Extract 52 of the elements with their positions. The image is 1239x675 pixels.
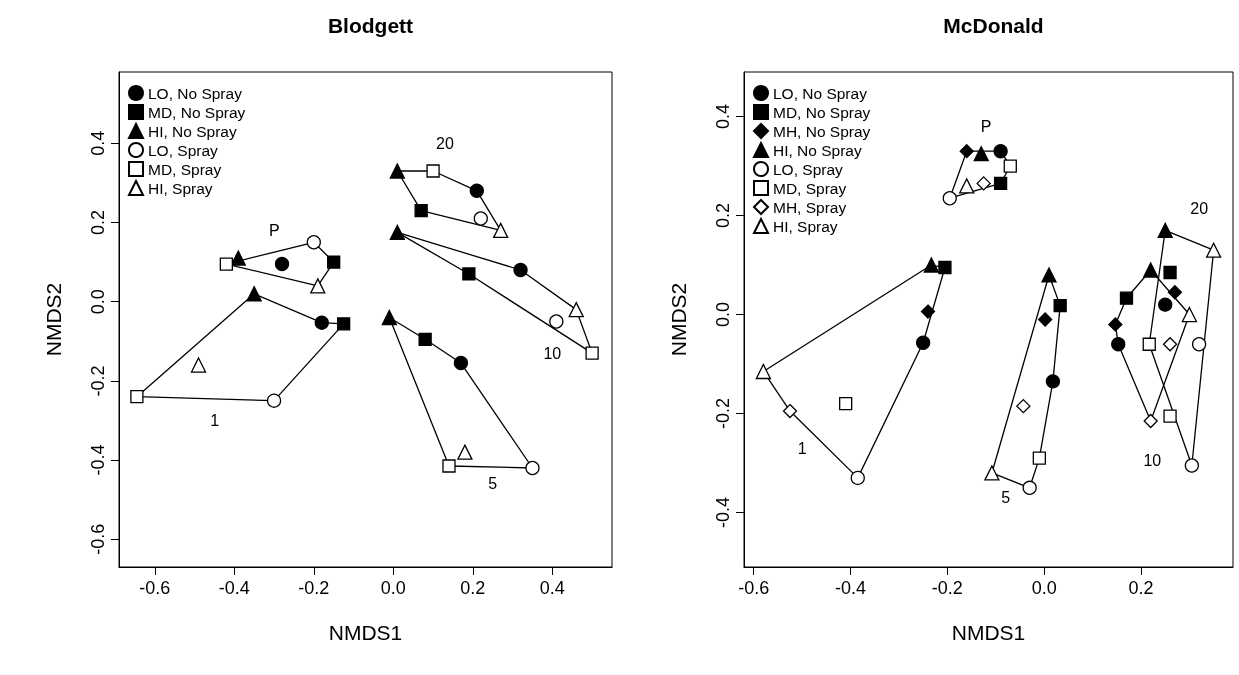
annotation: 5 xyxy=(1001,489,1011,507)
x-tick-label: -0.2 xyxy=(931,578,963,598)
x-tick-label: 0.0 xyxy=(1031,578,1057,598)
annotation: 10 xyxy=(1143,452,1162,470)
chart-title: Blodgett xyxy=(327,14,414,37)
legend-label: LO, Spray xyxy=(148,141,219,159)
y-tick-label: -0.4 xyxy=(713,497,733,529)
y-axis-title: NMDS2 xyxy=(667,282,690,357)
y-tick-label: -0.4 xyxy=(88,444,108,476)
legend-label: HI, No Spray xyxy=(773,141,862,159)
annotation: P xyxy=(980,117,992,135)
y-tick-label: 0.4 xyxy=(88,130,108,156)
annotation: 1 xyxy=(797,439,807,457)
legend-label: MD, No Spray xyxy=(773,103,871,121)
y-tick-label: 0.2 xyxy=(713,203,733,229)
x-axis-title: NMDS1 xyxy=(328,621,403,644)
legend-label: MH, No Spray xyxy=(773,122,871,140)
annotation: 20 xyxy=(435,134,454,152)
legend-label: MH, Spray xyxy=(773,198,847,216)
legend-label: HI, Spray xyxy=(773,217,838,235)
x-axis-title: NMDS1 xyxy=(951,621,1026,644)
annotation: 20 xyxy=(1190,199,1209,217)
y-tick-label: -0.2 xyxy=(713,398,733,430)
x-tick-label: -0.4 xyxy=(835,578,867,598)
y-tick-label: 0.4 xyxy=(713,104,733,130)
legend-label: HI, Spray xyxy=(148,179,213,197)
legend-label: HI, No Spray xyxy=(148,122,237,140)
x-tick-label: 0.2 xyxy=(460,578,486,598)
legend-label: LO, Spray xyxy=(773,160,844,178)
annotation: 10 xyxy=(543,344,562,362)
x-tick-label: 0.2 xyxy=(1128,578,1154,598)
annotation: 5 xyxy=(488,475,498,493)
x-tick-label: 0.0 xyxy=(380,578,406,598)
legend-label: MD, Spray xyxy=(148,160,222,178)
y-tick-label: 0.0 xyxy=(713,302,733,328)
x-tick-label: -0.4 xyxy=(218,578,250,598)
annotation: 1 xyxy=(210,411,220,429)
y-tick-label: -0.2 xyxy=(88,365,108,397)
chart-title: McDonald xyxy=(943,14,1044,37)
annotation: P xyxy=(268,221,280,239)
y-tick-label: 0.2 xyxy=(88,209,108,235)
y-tick-label: -0.6 xyxy=(88,523,108,555)
legend-label: LO, No Spray xyxy=(148,84,243,102)
x-tick-label: -0.6 xyxy=(738,578,770,598)
y-axis-title: NMDS2 xyxy=(42,282,65,357)
x-tick-label: -0.2 xyxy=(298,578,330,598)
y-tick-label: 0.0 xyxy=(88,289,108,315)
legend-label: MD, No Spray xyxy=(148,103,246,121)
x-tick-label: -0.6 xyxy=(139,578,171,598)
x-tick-label: 0.4 xyxy=(539,578,565,598)
legend-label: MD, Spray xyxy=(773,179,847,197)
legend-label: LO, No Spray xyxy=(773,84,868,102)
